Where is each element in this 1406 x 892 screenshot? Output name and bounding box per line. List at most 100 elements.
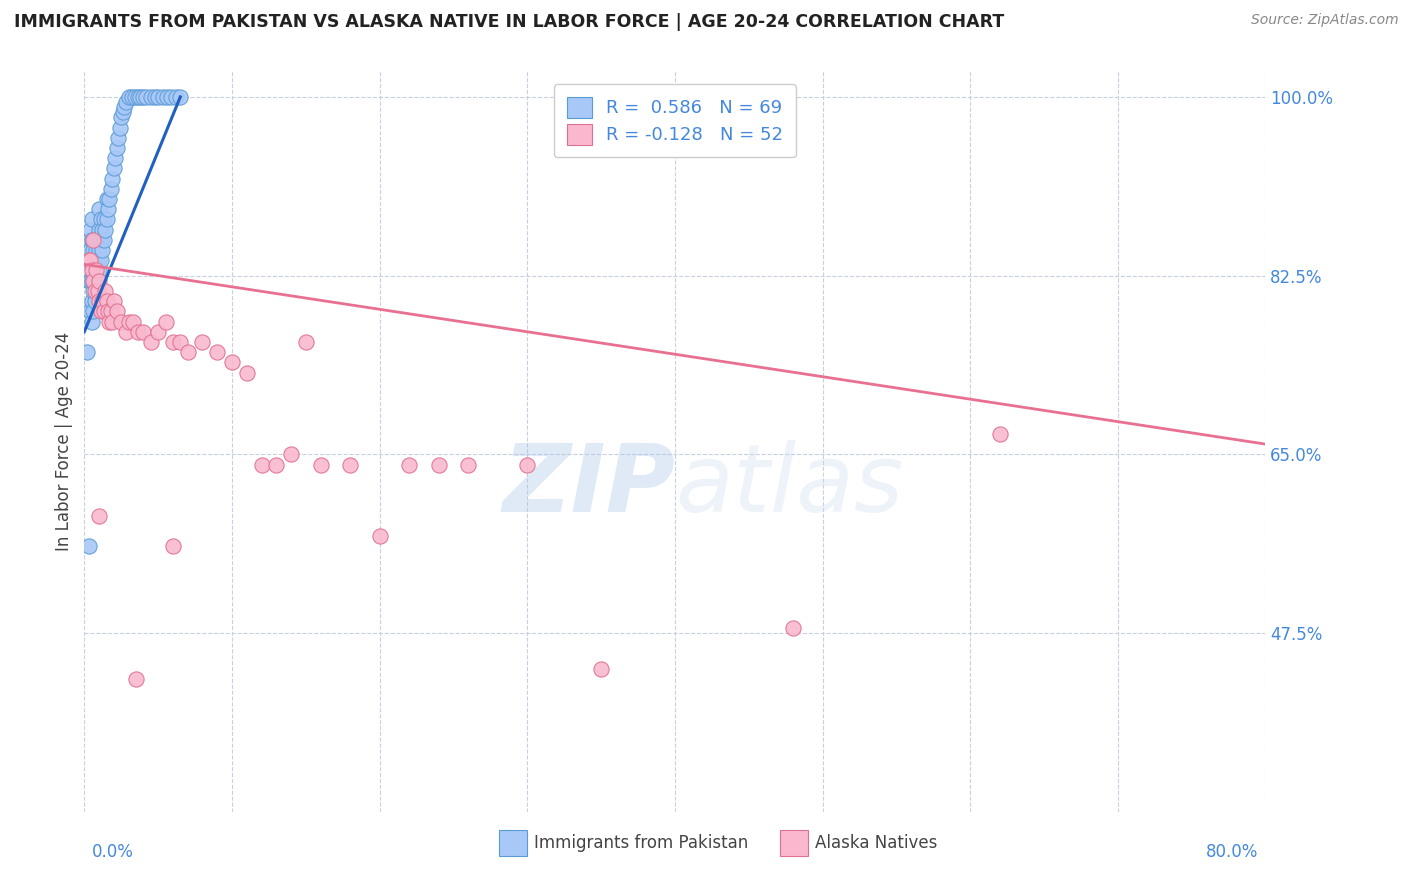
Point [89, 294, 111, 309]
Point [155, 314, 177, 328]
Point [86, 253, 108, 268]
Point [127, 90, 149, 104]
Point [118, 314, 141, 328]
Point [160, 90, 183, 104]
Point [152, 90, 174, 104]
Point [79, 243, 101, 257]
Text: atlas: atlas [675, 441, 903, 532]
Point [143, 90, 166, 104]
Point [94, 222, 117, 236]
Point [89, 263, 111, 277]
Point [86, 284, 108, 298]
Point [93, 304, 115, 318]
Text: IMMIGRANTS FROM PAKISTAN VS ALASKA NATIVE IN LABOR FORCE | AGE 20-24 CORRELATION: IMMIGRANTS FROM PAKISTAN VS ALASKA NATIV… [14, 13, 1004, 31]
Point [82, 243, 104, 257]
Point [82, 304, 104, 318]
Point [83, 284, 105, 298]
Point [89, 508, 111, 523]
Point [77, 274, 100, 288]
Point [169, 90, 191, 104]
Point [76, 345, 98, 359]
Point [90, 253, 112, 268]
Point [516, 458, 538, 472]
Point [121, 90, 143, 104]
Point [105, 141, 128, 155]
Point [110, 314, 132, 328]
Point [205, 345, 228, 359]
Text: Alaska Natives: Alaska Natives [815, 834, 938, 852]
Point [250, 458, 273, 472]
Point [79, 253, 101, 268]
Point [93, 233, 115, 247]
Point [79, 274, 101, 288]
Point [169, 334, 191, 349]
Point [80, 263, 103, 277]
Text: Source: ZipAtlas.com: Source: ZipAtlas.com [1251, 13, 1399, 28]
Point [83, 253, 105, 268]
Point [77, 253, 100, 268]
Point [91, 243, 114, 257]
Point [77, 539, 100, 553]
Point [80, 253, 103, 268]
Point [79, 222, 101, 236]
Point [280, 447, 302, 461]
Point [191, 334, 214, 349]
Point [782, 621, 804, 635]
Point [77, 233, 100, 247]
Point [84, 284, 107, 298]
Point [427, 458, 450, 472]
Point [90, 233, 112, 247]
Point [94, 284, 117, 298]
Point [83, 294, 105, 309]
Point [129, 90, 152, 104]
Point [148, 325, 170, 339]
Point [132, 90, 155, 104]
Point [91, 294, 114, 309]
Point [98, 192, 121, 206]
Point [368, 529, 391, 543]
Point [100, 304, 122, 318]
Point [79, 304, 101, 318]
Point [96, 294, 118, 309]
Point [82, 263, 104, 277]
Point [165, 90, 187, 104]
Point [96, 192, 118, 206]
Point [105, 304, 128, 318]
Point [93, 212, 115, 227]
Point [83, 274, 105, 288]
Point [103, 161, 125, 176]
Point [264, 458, 288, 472]
Point [80, 212, 103, 227]
Point [339, 458, 361, 472]
Point [148, 90, 170, 104]
Point [398, 458, 420, 472]
Point [309, 458, 332, 472]
Point [139, 334, 162, 349]
Point [135, 90, 157, 104]
Point [89, 222, 111, 236]
Point [80, 233, 103, 247]
Point [108, 120, 131, 135]
Point [112, 100, 135, 114]
Point [139, 90, 162, 104]
Point [84, 243, 107, 257]
Point [122, 314, 145, 328]
Legend: R =  0.586   N = 69, R = -0.128   N = 52: R = 0.586 N = 69, R = -0.128 N = 52 [554, 84, 796, 157]
Point [124, 90, 146, 104]
Point [114, 325, 136, 339]
Point [162, 334, 184, 349]
Point [103, 294, 125, 309]
Point [86, 274, 108, 288]
Point [591, 662, 613, 676]
Point [104, 151, 127, 165]
Point [127, 325, 149, 339]
Point [90, 304, 112, 318]
Point [89, 243, 111, 257]
Text: Immigrants from Pakistan: Immigrants from Pakistan [534, 834, 748, 852]
Point [80, 274, 103, 288]
Point [156, 90, 179, 104]
Point [82, 274, 104, 288]
Point [98, 314, 121, 328]
Point [236, 366, 259, 380]
Point [101, 171, 124, 186]
